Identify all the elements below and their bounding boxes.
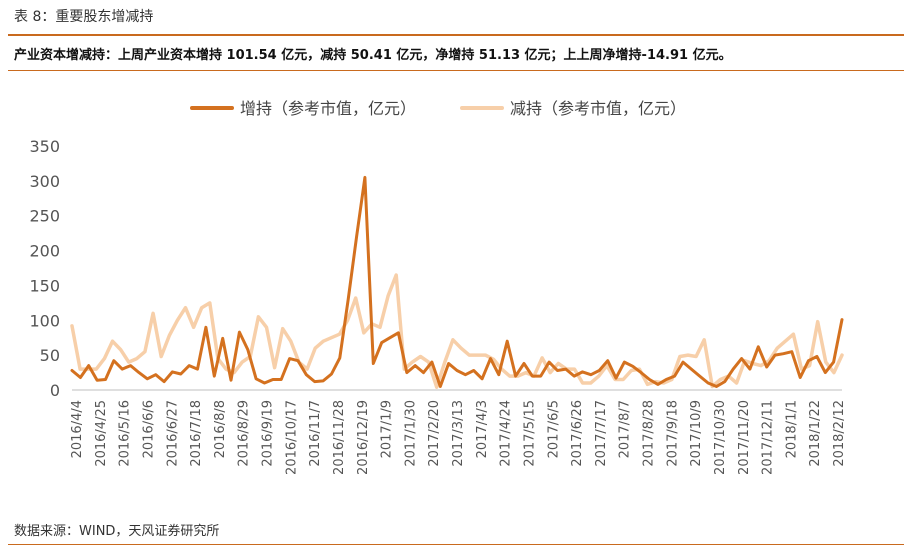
top-divider xyxy=(8,34,904,36)
x-tick-label: 2017/8/7 xyxy=(618,400,633,458)
y-tick-label: 150 xyxy=(29,276,60,295)
x-tick-label: 2017/6/26 xyxy=(570,400,585,467)
x-tick-label: 2017/6/5 xyxy=(546,400,561,458)
x-tick-label: 2017/7/17 xyxy=(594,400,609,467)
y-tick-label: 250 xyxy=(29,207,60,226)
x-tick-label: 2018/1/22 xyxy=(808,400,823,467)
x-tick-label: 2017/8/28 xyxy=(642,400,657,467)
x-tick-label: 2016/12/19 xyxy=(356,400,371,475)
x-tick-label: 2016/4/25 xyxy=(94,400,109,467)
y-tick-label: 0 xyxy=(50,381,60,400)
summary-text: 产业资本增减持：上周产业资本增持 101.54 亿元，减持 50.41 亿元，净… xyxy=(14,48,732,63)
y-tick-label: 200 xyxy=(29,242,60,261)
bottom-divider xyxy=(8,544,904,545)
x-tick-label: 2017/9/18 xyxy=(665,400,680,467)
x-tick-label: 2016/11/7 xyxy=(308,400,323,467)
x-tick-label: 2016/8/29 xyxy=(237,400,252,467)
x-tick-label: 2016/9/19 xyxy=(261,400,276,467)
x-tick-label: 2017/12/11 xyxy=(761,400,776,475)
x-tick-label: 2016/10/17 xyxy=(284,400,299,475)
x-tick-label: 2017/10/30 xyxy=(713,400,728,475)
x-tick-label: 2017/4/3 xyxy=(475,400,490,458)
x-tick-label: 2017/3/13 xyxy=(451,400,466,467)
x-tick-label: 2017/4/24 xyxy=(499,400,514,467)
source-note: 数据来源：WIND，天风证券研究所 xyxy=(14,524,220,539)
x-tick-label: 2017/5/15 xyxy=(522,400,537,467)
chart-area: 增持（参考市值，亿元） 减持（参考市值，亿元） 0 50 100 150 200 250 300… xyxy=(0,80,912,510)
x-tick-label: 2016/7/18 xyxy=(189,400,204,467)
table-title: 表 8：重要股东增减持 xyxy=(14,9,154,25)
x-tick-label: 2016/8/8 xyxy=(213,400,228,458)
x-tick-label: 2016/11/28 xyxy=(332,400,347,475)
x-tick-label: 2017/10/9 xyxy=(689,400,704,467)
x-tick-label: 2016/6/27 xyxy=(165,400,180,467)
y-tick-label: 300 xyxy=(29,172,60,191)
y-tick-label: 50 xyxy=(40,346,60,365)
series-line-1 xyxy=(70,175,844,388)
legend-label-1: 增持（参考市值，亿元） xyxy=(240,99,416,118)
legend-label-2: 减持（参考市值，亿元） xyxy=(510,99,686,118)
y-tick-label: 100 xyxy=(29,311,60,330)
x-tick-label: 2017/11/20 xyxy=(737,400,752,475)
line-chart: 增持（参考市值，亿元） 减持（参考市值，亿元） 0 50 100 150 200 250 300… xyxy=(29,99,847,475)
x-tick-label: 2016/6/6 xyxy=(141,400,156,458)
x-tick-label: 2016/4/4 xyxy=(70,400,85,458)
x-tick-label: 2017/1/30 xyxy=(403,400,418,467)
x-tick-label: 2018/2/12 xyxy=(832,400,847,467)
y-tick-label: 350 xyxy=(29,137,60,156)
x-tick-label: 2016/5/16 xyxy=(118,400,133,467)
x-tick-label: 2017/1/9 xyxy=(380,400,395,458)
middle-divider xyxy=(8,70,904,71)
x-tick-label: 2017/2/20 xyxy=(427,400,442,467)
x-tick-label: 2018/1/1 xyxy=(784,400,799,458)
